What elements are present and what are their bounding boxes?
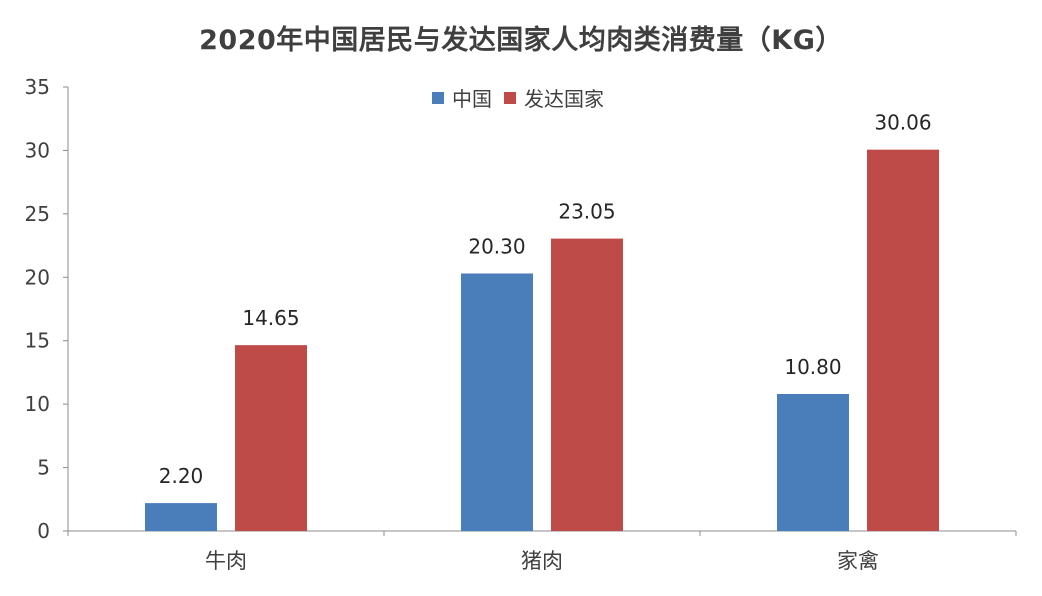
y-tick-label: 5 [37, 456, 50, 480]
legend-swatch-developed [504, 91, 516, 104]
y-tick-label: 35 [25, 75, 50, 99]
bar-china-2 [777, 393, 849, 531]
labels: 2.20 14.65 牛肉 20.30 23.05 猪肉 10.80 30.06 家禽 [159, 111, 932, 573]
legend-label-developed: 发达国家 [524, 87, 604, 111]
bars [145, 149, 939, 532]
data-label: 10.80 [784, 355, 841, 379]
legend: 中国 发达国家 [432, 83, 616, 112]
y-tick-label: 0 [37, 519, 50, 543]
y-tick-label: 25 [25, 202, 50, 226]
data-label: 14.65 [242, 306, 299, 330]
bar-developed-0 [235, 345, 307, 531]
y-tick-label: 10 [25, 392, 50, 416]
legend-item-developed: 发达国家 [504, 83, 604, 112]
y-tick-label: 30 [25, 138, 50, 162]
legend-label-china: 中国 [452, 87, 492, 111]
y-tick-label: 15 [25, 329, 50, 353]
data-label: 30.06 [874, 111, 931, 135]
data-label: 20.30 [468, 234, 525, 258]
axes: 0 5 10 15 20 25 30 35 [25, 75, 1017, 543]
x-category-label: 家禽 [837, 549, 879, 573]
x-category-label: 牛肉 [205, 549, 247, 573]
legend-item-china: 中国 [432, 83, 492, 112]
bar-china-1 [461, 273, 533, 531]
bar-china-0 [145, 503, 217, 531]
bar-developed-1 [551, 238, 623, 531]
chart-title: 2020年中国居民与发达国家人均肉类消费量（KG） [199, 25, 843, 56]
bar-developed-2 [867, 149, 939, 532]
data-label: 23.05 [558, 200, 615, 224]
legend-swatch-china [432, 91, 444, 104]
y-tick-label: 20 [25, 265, 50, 289]
x-category-label: 猪肉 [521, 549, 563, 573]
data-label: 2.20 [159, 464, 204, 488]
